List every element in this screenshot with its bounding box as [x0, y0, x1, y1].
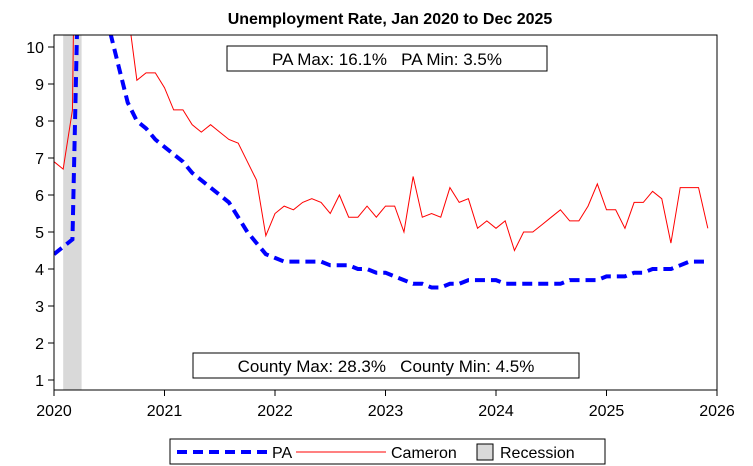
y-tick-label: 9 [35, 77, 44, 94]
plot-area [54, 35, 709, 390]
x-axis: 2020 2021 2022 2023 2024 2025 2026 [36, 390, 735, 420]
annotation-county-text: County Max: 28.3% County Min: 4.5% [238, 357, 535, 376]
x-tick-label: 2026 [699, 403, 735, 420]
y-tick-label: 6 [35, 188, 44, 205]
series-line-pa [54, 35, 708, 290]
legend-swatch-recession [476, 443, 494, 461]
y-axis: 1 2 3 4 5 6 7 8 9 10 [26, 40, 54, 390]
series-line-cameron [54, 35, 709, 252]
annotation-pa-range: PA Max: 16.1% PA Min: 3.5% [226, 45, 548, 72]
legend-label-pa: PA [272, 445, 292, 462]
legend-label-cameron: Cameron [391, 445, 457, 462]
x-tick-label: 2022 [257, 403, 293, 420]
y-tick-label: 7 [35, 151, 44, 168]
x-tick-label: 2020 [36, 403, 72, 420]
y-tick-label: 10 [26, 40, 44, 57]
y-tick-label: 4 [35, 262, 44, 279]
legend: PA Cameron Recession [169, 438, 606, 465]
x-tick-label: 2025 [589, 403, 625, 420]
chart-title: Unemployment Rate, Jan 2020 to Dec 2025 [228, 11, 553, 28]
y-tick-label: 1 [35, 373, 44, 390]
annotation-county-range: County Max: 28.3% County Min: 4.5% [192, 352, 580, 379]
legend-label-recession: Recession [500, 445, 575, 462]
x-tick-label: 2024 [478, 403, 514, 420]
x-tick-label: 2021 [147, 403, 183, 420]
y-tick-label: 2 [35, 336, 44, 353]
annotation-pa-text: PA Max: 16.1% PA Min: 3.5% [272, 50, 502, 69]
y-tick-label: 8 [35, 114, 44, 131]
x-tick-label: 2023 [368, 403, 404, 420]
y-tick-label: 5 [35, 225, 44, 242]
y-tick-label: 3 [35, 299, 44, 316]
